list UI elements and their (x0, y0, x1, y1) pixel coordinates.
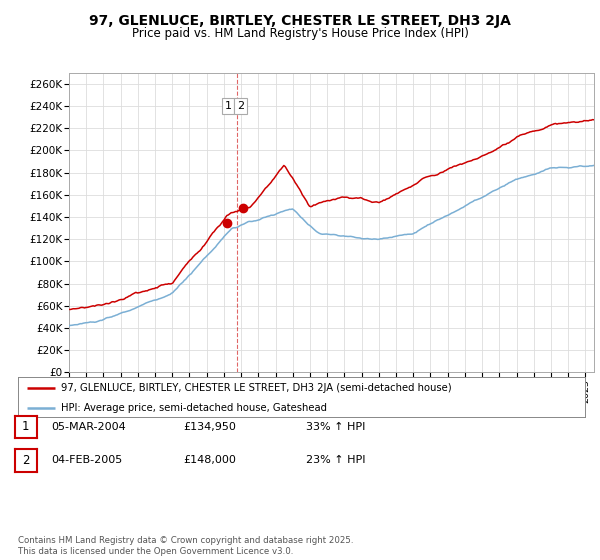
Text: 2: 2 (237, 101, 244, 111)
Text: 05-MAR-2004: 05-MAR-2004 (51, 422, 126, 432)
Text: 04-FEB-2005: 04-FEB-2005 (51, 455, 122, 465)
Text: £148,000: £148,000 (183, 455, 236, 465)
Text: £134,950: £134,950 (183, 422, 236, 432)
Text: 97, GLENLUCE, BIRTLEY, CHESTER LE STREET, DH3 2JA (semi-detached house): 97, GLENLUCE, BIRTLEY, CHESTER LE STREET… (61, 383, 451, 393)
Text: Price paid vs. HM Land Registry's House Price Index (HPI): Price paid vs. HM Land Registry's House … (131, 27, 469, 40)
Text: 23% ↑ HPI: 23% ↑ HPI (306, 455, 365, 465)
Text: HPI: Average price, semi-detached house, Gateshead: HPI: Average price, semi-detached house,… (61, 403, 326, 413)
Text: 1: 1 (225, 101, 232, 111)
Text: 97, GLENLUCE, BIRTLEY, CHESTER LE STREET, DH3 2JA: 97, GLENLUCE, BIRTLEY, CHESTER LE STREET… (89, 14, 511, 28)
Text: 33% ↑ HPI: 33% ↑ HPI (306, 422, 365, 432)
Text: Contains HM Land Registry data © Crown copyright and database right 2025.
This d: Contains HM Land Registry data © Crown c… (18, 536, 353, 556)
Text: 1: 1 (22, 420, 29, 433)
Text: 2: 2 (22, 454, 29, 467)
